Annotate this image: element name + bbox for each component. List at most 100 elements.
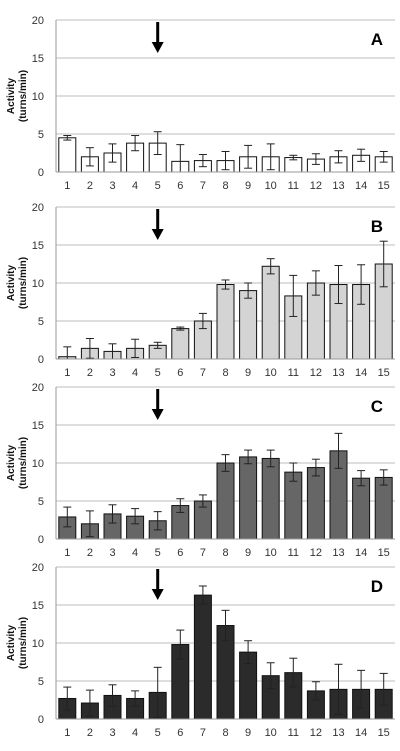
x-tick-label: 6 bbox=[177, 727, 183, 739]
x-tick-label: 11 bbox=[288, 180, 299, 192]
error-bar bbox=[131, 508, 140, 525]
y-tick-label: 20 bbox=[32, 15, 44, 27]
error-bar bbox=[266, 143, 275, 171]
x-tick-label: 14 bbox=[355, 727, 367, 739]
x-tick-label: 3 bbox=[109, 367, 115, 379]
error-bar bbox=[221, 279, 230, 290]
x-tick-label: 2 bbox=[87, 367, 93, 379]
x-tick-label: 5 bbox=[155, 727, 161, 739]
y-tick-label: 15 bbox=[32, 420, 44, 432]
error-bar bbox=[176, 629, 185, 660]
error-bar bbox=[379, 240, 388, 288]
error-bar bbox=[266, 449, 275, 468]
bar bbox=[58, 137, 77, 173]
y-axis-label: Activity(turns/min) bbox=[6, 617, 29, 669]
x-tick-label: 15 bbox=[378, 547, 390, 559]
x-tick-label: 15 bbox=[378, 367, 390, 379]
x-tick-label: 11 bbox=[288, 547, 299, 559]
y-tick-label: 10 bbox=[32, 278, 44, 290]
y-tick-label: 5 bbox=[38, 676, 44, 688]
error-bar bbox=[63, 686, 72, 711]
error-bar bbox=[357, 264, 366, 305]
y-axis-label-line: Activity bbox=[6, 445, 17, 482]
error-bar bbox=[131, 690, 140, 707]
down-arrow-icon bbox=[151, 389, 164, 420]
error-bar bbox=[221, 609, 230, 642]
x-tick-label: 8 bbox=[222, 367, 228, 379]
error-bar bbox=[266, 662, 275, 690]
arrow-head bbox=[151, 229, 164, 240]
error-bar bbox=[153, 131, 162, 156]
error-bar bbox=[311, 270, 320, 296]
error-bar bbox=[198, 154, 207, 168]
y-tick-label: 10 bbox=[32, 458, 44, 470]
panel-label: B bbox=[371, 217, 383, 236]
error-bar bbox=[334, 432, 343, 469]
down-arrow-icon bbox=[151, 569, 164, 600]
x-tick-label: 3 bbox=[109, 180, 115, 192]
x-tick-label: 8 bbox=[222, 180, 228, 192]
x-tick-label: 3 bbox=[109, 727, 115, 739]
y-axis-label: Activity(turns/min) bbox=[6, 437, 29, 489]
x-tick-label: 12 bbox=[310, 727, 322, 739]
error-bar bbox=[153, 511, 162, 531]
x-tick-label: 6 bbox=[177, 367, 183, 379]
y-tick-label: 20 bbox=[32, 562, 44, 574]
x-tick-label: 2 bbox=[87, 547, 93, 559]
error-bar bbox=[153, 666, 162, 718]
x-tick-label: 1 bbox=[64, 180, 70, 192]
x-tick-label: 9 bbox=[245, 367, 251, 379]
error-bar bbox=[289, 274, 298, 317]
error-bar bbox=[244, 282, 253, 299]
y-axis-label-line: (turns/min) bbox=[18, 257, 29, 309]
x-tick-label: 4 bbox=[132, 367, 138, 379]
y-tick-label: 20 bbox=[32, 382, 44, 394]
x-tick-label: 10 bbox=[265, 180, 277, 192]
error-bar bbox=[334, 663, 343, 715]
arrow-head bbox=[151, 42, 164, 53]
panel-label: C bbox=[371, 397, 383, 416]
x-tick-label: 13 bbox=[332, 367, 344, 379]
bar bbox=[171, 328, 190, 360]
arrow-head bbox=[151, 409, 164, 420]
x-tick-label: 12 bbox=[310, 367, 322, 379]
error-bar bbox=[289, 154, 298, 161]
error-bar bbox=[153, 341, 162, 349]
bar bbox=[261, 265, 280, 360]
error-bar bbox=[131, 338, 140, 358]
error-bar bbox=[63, 135, 72, 141]
error-bar bbox=[357, 148, 366, 162]
error-bar bbox=[85, 689, 94, 717]
error-bar bbox=[176, 326, 185, 331]
x-tick-label: 1 bbox=[64, 367, 70, 379]
y-axis-label: Activity(turns/min) bbox=[6, 70, 29, 122]
error-bar bbox=[198, 312, 207, 330]
y-tick-label: 0 bbox=[38, 714, 44, 726]
y-tick-label: 10 bbox=[32, 91, 44, 103]
error-bar bbox=[108, 504, 117, 524]
x-tick-label: 1 bbox=[64, 727, 70, 739]
y-tick-label: 0 bbox=[38, 167, 44, 179]
y-tick-label: 0 bbox=[38, 354, 44, 366]
error-bar bbox=[63, 506, 72, 528]
x-tick-label: 6 bbox=[177, 180, 183, 192]
x-tick-label: 11 bbox=[288, 727, 299, 739]
error-bar bbox=[357, 669, 366, 709]
error-bar bbox=[176, 498, 185, 513]
x-tick-label: 5 bbox=[155, 547, 161, 559]
bar bbox=[216, 284, 235, 360]
x-tick-label: 8 bbox=[222, 547, 228, 559]
error-bar bbox=[244, 144, 253, 169]
panel-label: A bbox=[371, 30, 383, 49]
x-tick-label: 6 bbox=[177, 547, 183, 559]
error-bar bbox=[108, 143, 117, 163]
x-tick-label: 15 bbox=[378, 727, 390, 739]
error-bar bbox=[198, 494, 207, 508]
error-bar bbox=[379, 469, 388, 486]
x-tick-label: 11 bbox=[288, 367, 299, 379]
x-tick-label: 7 bbox=[200, 547, 206, 559]
x-tick-label: 7 bbox=[200, 727, 206, 739]
y-tick-label: 20 bbox=[32, 202, 44, 214]
